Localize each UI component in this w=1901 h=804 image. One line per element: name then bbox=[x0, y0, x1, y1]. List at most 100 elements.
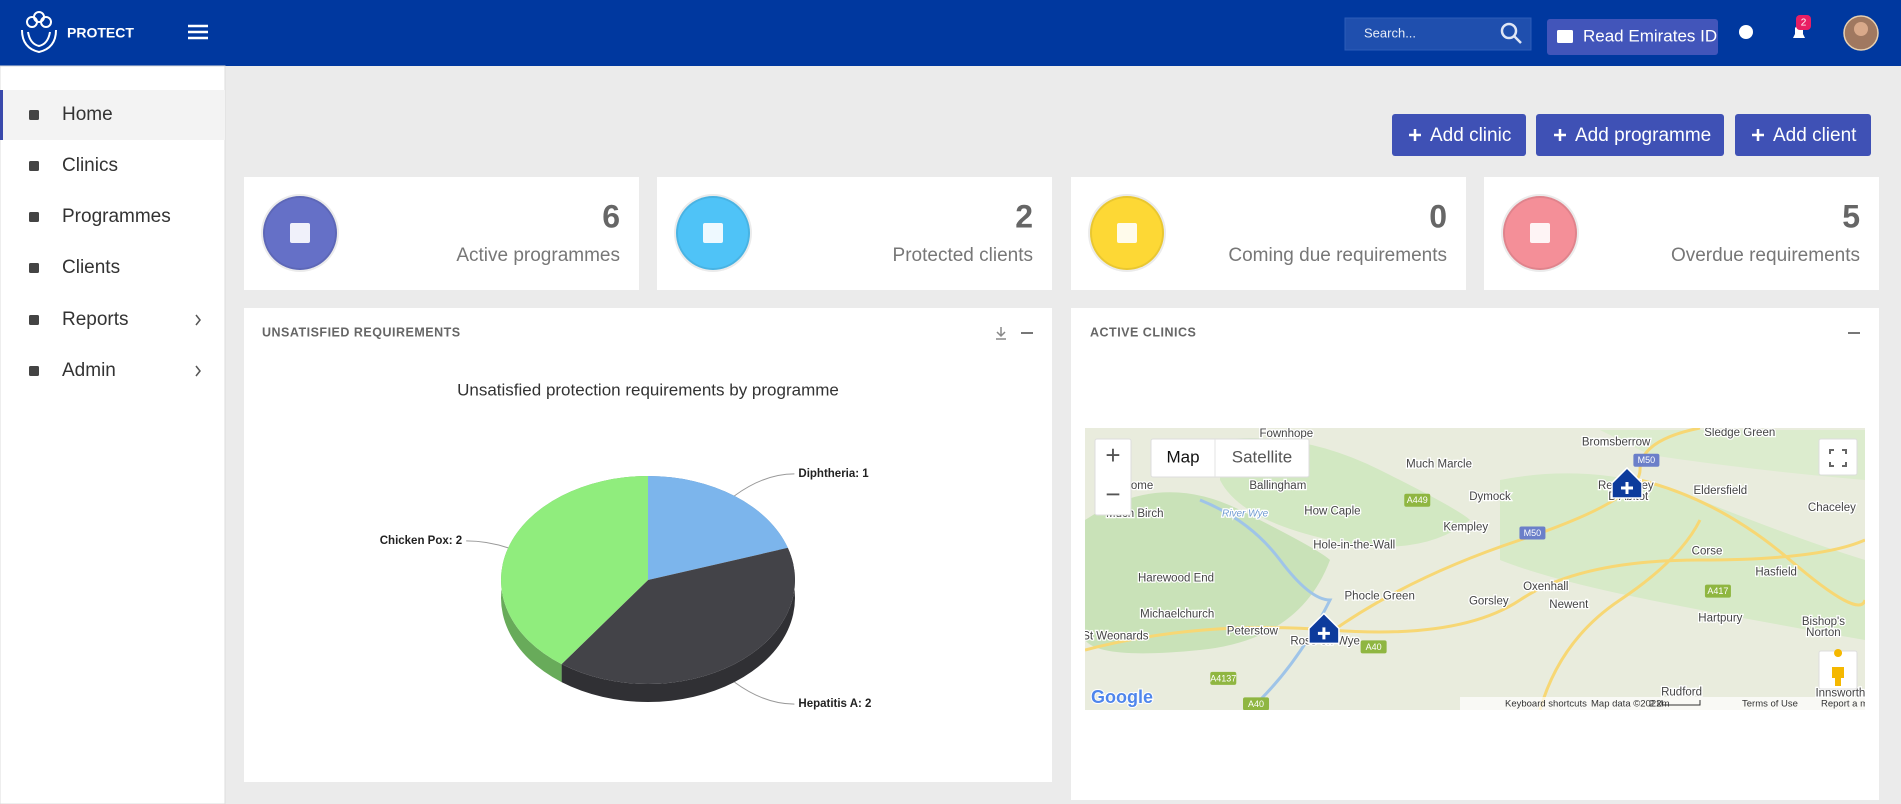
google-logo: Google bbox=[1091, 687, 1153, 707]
stat-label: Coming due requirements bbox=[1228, 245, 1447, 266]
pie-slice[interactable] bbox=[561, 547, 795, 684]
data-label: Chicken Pox: 2 bbox=[380, 535, 462, 547]
map[interactable]: Fownhope Bromsberrow Sledge Green Much Marc… bbox=[1082, 427, 1901, 711]
button-label: Add programme bbox=[1575, 125, 1711, 146]
menu-label[interactable]: Home bbox=[62, 104, 113, 125]
map-footer-text[interactable]: Terms of Use bbox=[1742, 699, 1798, 710]
search-placeholder: Search... bbox=[1364, 25, 1416, 40]
map-label: Chaceley bbox=[1808, 502, 1856, 514]
action-button[interactable] bbox=[1536, 114, 1724, 156]
map-label: Dymock bbox=[1469, 491, 1511, 503]
river bbox=[1199, 498, 1333, 702]
download-icon[interactable] bbox=[996, 327, 1006, 340]
avatar-face bbox=[1854, 22, 1868, 36]
sidebar bbox=[0, 65, 226, 804]
menu-icon bbox=[29, 161, 39, 171]
menu-label[interactable]: Admin bbox=[62, 360, 116, 381]
stat-value: 5 bbox=[1842, 198, 1860, 234]
menu-icon bbox=[29, 315, 39, 325]
stat-value: 6 bbox=[602, 198, 620, 234]
map-footer-text[interactable]: Report a map error bbox=[1821, 699, 1901, 710]
map-type-map[interactable]: Map bbox=[1166, 447, 1199, 466]
map-label: St Weonards bbox=[1082, 631, 1149, 643]
action-button[interactable] bbox=[1735, 114, 1871, 156]
chevron bbox=[195, 365, 201, 377]
road-badge bbox=[1704, 584, 1731, 598]
active-indicator bbox=[0, 90, 3, 140]
map-label: Bromsberrow bbox=[1582, 437, 1651, 449]
menu-label[interactable]: Clients bbox=[62, 257, 120, 278]
map-label: Harewood End bbox=[1138, 572, 1214, 584]
read-id-label: Read Emirates ID bbox=[1583, 26, 1717, 45]
map-label: Phocle Green bbox=[1345, 591, 1415, 603]
map-area bbox=[1600, 430, 1865, 480]
stat-glyph bbox=[290, 223, 310, 243]
data-label: Hepatitis A: 2 bbox=[798, 698, 871, 710]
fullscreen-button[interactable] bbox=[1818, 438, 1858, 476]
chevron bbox=[195, 314, 201, 326]
id-icon bbox=[1557, 30, 1573, 43]
label-connector bbox=[734, 473, 795, 497]
road-badge bbox=[1404, 493, 1431, 507]
map-footer-text[interactable]: Keyboard shortcuts bbox=[1505, 699, 1587, 710]
zoom-out[interactable]: − bbox=[1105, 479, 1120, 509]
pie-slice-side bbox=[561, 547, 795, 702]
read-id-button[interactable] bbox=[1547, 19, 1718, 55]
action-button[interactable] bbox=[1392, 114, 1526, 156]
road-label: A449 bbox=[1407, 495, 1428, 505]
brand: PROTECT bbox=[67, 25, 134, 41]
map-label: Eldersfield bbox=[1694, 485, 1748, 497]
map-footer-text[interactable]: 2 km bbox=[1649, 699, 1670, 710]
content: Add clinic Add programme Add client 6 Active… bbox=[244, 114, 1901, 800]
chart-title: Unsatisfied protection requirements by p… bbox=[457, 380, 839, 399]
pie-slice[interactable] bbox=[648, 476, 788, 580]
road-badge bbox=[1243, 697, 1270, 710]
menu-label[interactable]: Clinics bbox=[62, 155, 118, 176]
pegman bbox=[1832, 649, 1844, 686]
road-label: A40 bbox=[1248, 699, 1264, 709]
stat-label: Overdue requirements bbox=[1671, 245, 1860, 266]
map-label: Gorsley bbox=[1469, 595, 1509, 607]
scale-bar bbox=[1661, 700, 1701, 706]
map-label: Hasfield bbox=[1755, 566, 1797, 578]
menu-label[interactable]: Reports bbox=[62, 309, 129, 330]
map-footer-text[interactable]: Map data ©2022 bbox=[1591, 699, 1661, 710]
map-label: Norton bbox=[1806, 627, 1841, 639]
badge bbox=[1796, 15, 1811, 30]
stat-label: Protected clients bbox=[893, 245, 1033, 266]
map-label: Hole-in-the-Wall bbox=[1313, 540, 1395, 552]
road-badge bbox=[1633, 453, 1660, 467]
map-label: Bishop's bbox=[1802, 616, 1845, 628]
menu-button[interactable] bbox=[188, 24, 208, 40]
button-icon bbox=[1554, 129, 1566, 141]
zoom-in[interactable]: + bbox=[1105, 440, 1120, 470]
road-badge bbox=[1210, 671, 1237, 685]
marker-cross bbox=[1621, 481, 1633, 494]
button-label: Add clinic bbox=[1430, 125, 1511, 146]
fullscreen-icon bbox=[1829, 449, 1847, 467]
road bbox=[1319, 428, 1701, 642]
search-icon[interactable] bbox=[1500, 22, 1522, 44]
stat-value: 2 bbox=[1015, 198, 1033, 234]
map-label: Ballingham bbox=[1249, 480, 1306, 492]
pie-slice[interactable] bbox=[501, 476, 648, 665]
label-connector bbox=[466, 540, 509, 549]
panel-title: ACTIVE CLINICS bbox=[1090, 325, 1196, 339]
button-icon bbox=[1409, 129, 1421, 141]
search-box[interactable] bbox=[1344, 17, 1532, 51]
road bbox=[1085, 538, 1865, 652]
map-label: How Caple bbox=[1304, 506, 1360, 518]
help-icon[interactable] bbox=[1739, 25, 1753, 39]
map-label: ome bbox=[1131, 480, 1153, 492]
stat-glyph bbox=[1530, 223, 1550, 243]
map-type-control bbox=[1150, 438, 1310, 478]
map-type-satellite[interactable]: Satellite bbox=[1232, 447, 1292, 466]
menu-label[interactable]: Programmes bbox=[62, 206, 171, 227]
map-label: Newent bbox=[1549, 599, 1589, 611]
map-label: Sledge Green bbox=[1704, 427, 1775, 439]
menu-icon bbox=[29, 263, 39, 273]
map-label: Rudford bbox=[1661, 686, 1702, 698]
marker-cross bbox=[1317, 627, 1330, 640]
map-label: Hartpury bbox=[1698, 612, 1742, 624]
